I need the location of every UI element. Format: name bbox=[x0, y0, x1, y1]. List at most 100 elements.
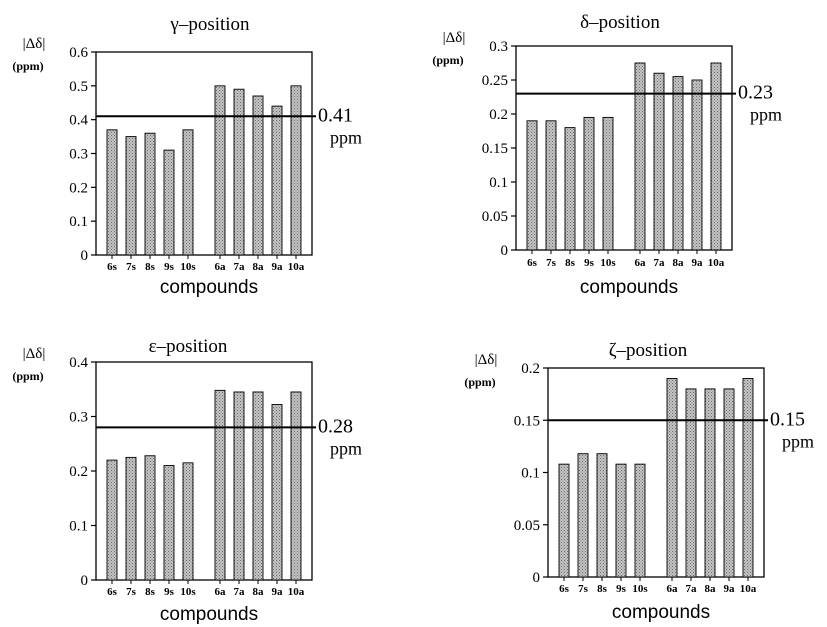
chart-svg-epsilon: ε–position |Δδ| (ppm) 0 0.1 0.2 0.3 0.4 6s 7s 8s 9s… bbox=[12, 336, 362, 625]
bar bbox=[271, 404, 283, 581]
x-tick-label: 10a bbox=[708, 257, 725, 269]
chart-svg-gamma: γ–position |Δδ| (ppm) 0 0.1 0.2 0.3 0.4 0.5 0.6 6s… bbox=[12, 14, 362, 298]
y-tick-label: 0.3 bbox=[489, 39, 508, 55]
x-tick-label: 10a bbox=[740, 583, 757, 595]
x-tick-label: 8a bbox=[253, 261, 265, 273]
chart-title: ζ–position bbox=[609, 340, 688, 361]
x-tick-label: 8a bbox=[705, 583, 717, 595]
x-tick-label: 7s bbox=[546, 257, 557, 269]
chart-title: δ–position bbox=[580, 12, 660, 33]
y-tick-label: 0.4 bbox=[69, 355, 88, 371]
x-tick-label: 7s bbox=[126, 261, 137, 273]
y-tick-label: 0.6 bbox=[69, 45, 88, 61]
y-tick-label: 0.3 bbox=[69, 410, 88, 426]
bar bbox=[558, 463, 570, 578]
x-tick-label: 6s bbox=[107, 261, 118, 273]
bar bbox=[106, 129, 118, 256]
bar bbox=[704, 388, 716, 578]
bar bbox=[163, 465, 175, 581]
x-tick-label: 6a bbox=[635, 257, 647, 269]
bar bbox=[742, 378, 754, 578]
bar bbox=[214, 85, 226, 256]
bar bbox=[545, 120, 557, 251]
x-axis-label: compounds bbox=[160, 277, 258, 298]
bar bbox=[564, 127, 576, 251]
y-axis-unit: (ppm) bbox=[464, 375, 495, 389]
bar bbox=[144, 455, 156, 581]
y-axis-label: |Δδ| bbox=[443, 30, 466, 46]
y-tick-label: 0 bbox=[501, 243, 509, 259]
x-tick-label: 10s bbox=[180, 261, 196, 273]
bar bbox=[634, 62, 646, 251]
chart-title: ε–position bbox=[149, 336, 228, 357]
bar bbox=[653, 72, 665, 251]
y-tick-label: 0.5 bbox=[69, 79, 88, 95]
x-tick-label: 8a bbox=[253, 586, 265, 598]
chart-title: γ–position bbox=[169, 14, 250, 35]
y-tick-label: 0.1 bbox=[69, 519, 88, 535]
x-axis-label: compounds bbox=[612, 602, 710, 623]
x-tick-label: 7a bbox=[234, 586, 246, 598]
y-tick-label: 0.25 bbox=[482, 73, 508, 89]
bar bbox=[710, 62, 722, 251]
y-tick-label: 0.1 bbox=[521, 466, 540, 482]
y-axis-unit: (ppm) bbox=[12, 59, 43, 73]
reference-value-label: 0.28 bbox=[318, 415, 353, 437]
bar bbox=[271, 105, 283, 256]
y-tick-label: 0.2 bbox=[521, 361, 540, 377]
bar bbox=[182, 462, 194, 581]
bar bbox=[577, 453, 589, 578]
x-axis-label: compounds bbox=[580, 277, 678, 298]
x-tick-label: 6a bbox=[215, 261, 227, 273]
chart-panel-epsilon: ε–position |Δδ| (ppm) 0 0.1 0.2 0.3 0.4 6s 7s 8s 9s… bbox=[0, 320, 400, 625]
x-tick-label: 9s bbox=[164, 586, 175, 598]
bar bbox=[672, 76, 684, 251]
y-tick-label: 0.2 bbox=[69, 180, 88, 196]
x-tick-label: 6s bbox=[107, 586, 118, 598]
x-tick-label: 7s bbox=[126, 586, 137, 598]
x-tick-label: 9a bbox=[272, 261, 284, 273]
chart-panel-gamma: γ–position |Δδ| (ppm) 0 0.1 0.2 0.3 0.4 0.5 0.6 6s… bbox=[0, 0, 400, 305]
x-tick-label: 8s bbox=[145, 261, 156, 273]
y-tick-label: 0.3 bbox=[69, 147, 88, 163]
x-tick-label: 8a bbox=[673, 257, 685, 269]
reference-value-label: 0.41 bbox=[318, 104, 353, 126]
x-tick-label: 10a bbox=[288, 261, 305, 273]
y-axis-unit: (ppm) bbox=[432, 53, 463, 67]
chart-panel-zeta: ζ–position |Δδ| (ppm) 0 0.05 0.1 0.15 0.2 6s 7s 8s… bbox=[420, 320, 820, 625]
x-tick-label: 6s bbox=[527, 257, 538, 269]
bar bbox=[685, 388, 697, 578]
reference-unit-label: ppm bbox=[330, 438, 362, 458]
y-tick-label: 0.4 bbox=[69, 113, 88, 129]
bar bbox=[723, 388, 735, 578]
reference-unit-label: ppm bbox=[750, 105, 782, 125]
bar bbox=[125, 456, 137, 581]
x-tick-label: 10s bbox=[600, 257, 616, 269]
bar bbox=[602, 116, 614, 251]
y-tick-label: 0.15 bbox=[514, 413, 540, 429]
reference-unit-label: ppm bbox=[782, 431, 814, 451]
x-tick-label: 8s bbox=[145, 586, 156, 598]
y-tick-label: 0.1 bbox=[69, 214, 88, 230]
y-tick-label: 0.05 bbox=[482, 209, 508, 225]
bar bbox=[125, 136, 137, 256]
y-tick-label: 0.2 bbox=[69, 464, 88, 480]
x-tick-label: 6a bbox=[667, 583, 679, 595]
x-tick-label: 7a bbox=[686, 583, 698, 595]
bar bbox=[182, 129, 194, 256]
reference-value-label: 0.15 bbox=[770, 408, 805, 430]
chart-panel-delta: δ–position |Δδ| (ppm) 0 0.05 0.1 0.15 0.2 0.25 0.… bbox=[420, 0, 820, 305]
y-tick-label: 0.2 bbox=[489, 107, 508, 123]
bar bbox=[526, 120, 538, 251]
bar bbox=[144, 132, 156, 256]
x-axis-label: compounds bbox=[160, 604, 258, 625]
bar bbox=[233, 391, 245, 581]
y-tick-label: 0 bbox=[81, 573, 89, 589]
x-tick-label: 8s bbox=[565, 257, 576, 269]
x-tick-label: 9s bbox=[164, 261, 175, 273]
bar bbox=[634, 463, 646, 578]
bar bbox=[290, 391, 302, 581]
bar bbox=[666, 378, 678, 578]
y-tick-label: 0.1 bbox=[489, 175, 508, 191]
y-tick-label: 0 bbox=[533, 570, 541, 586]
